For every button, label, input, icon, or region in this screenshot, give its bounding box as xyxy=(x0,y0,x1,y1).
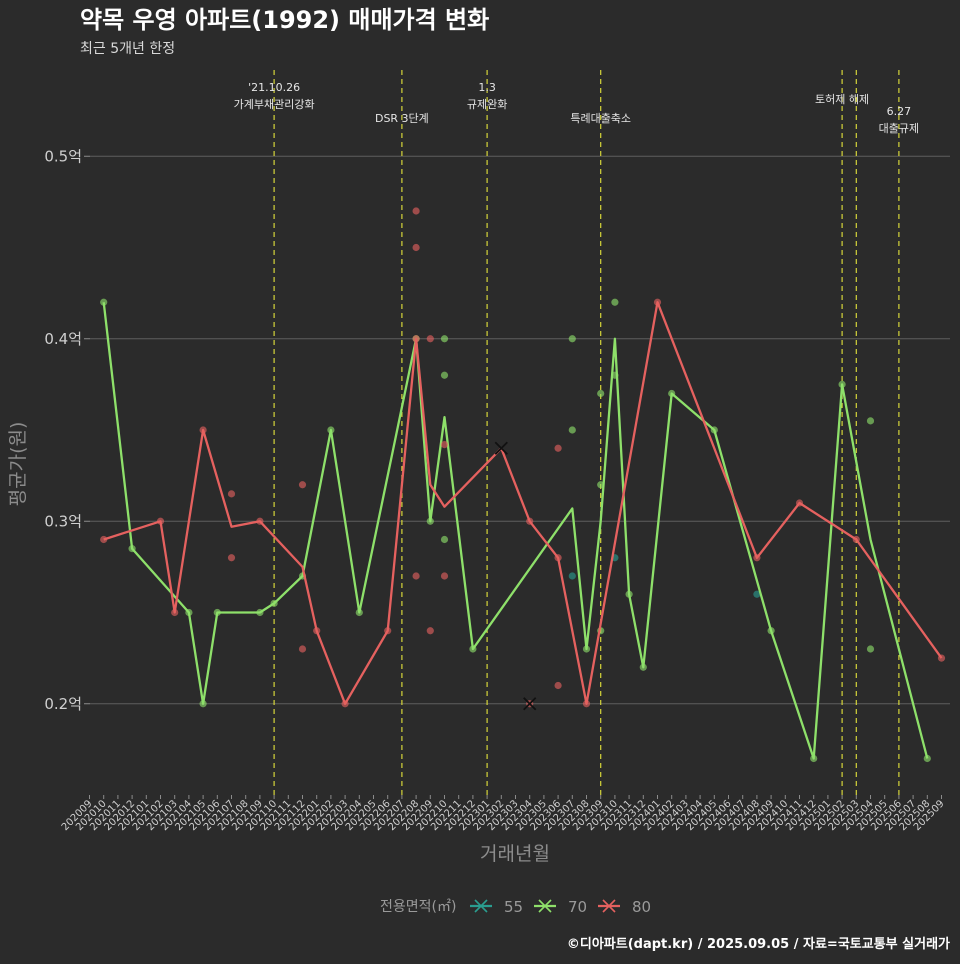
x-axis-label: 거래년월 xyxy=(480,843,550,865)
event-label: 대출규제 xyxy=(879,122,919,135)
data-point xyxy=(440,441,449,449)
data-point xyxy=(554,681,562,690)
y-axis: 0.2억 0.3억 0.4억 0.5억 xyxy=(44,147,90,713)
chart-subtitle: 최근 5개년 한정 xyxy=(80,41,175,57)
series-70 xyxy=(100,298,931,763)
grid xyxy=(90,155,950,705)
data-point xyxy=(440,535,449,544)
data-point xyxy=(753,590,761,598)
series xyxy=(100,207,946,763)
data-point xyxy=(227,554,236,562)
legend-title: 전용면적(㎡) xyxy=(380,899,456,915)
legend-item-70: 70 xyxy=(534,898,587,916)
event-label: 6.27 xyxy=(887,105,912,118)
data-point xyxy=(440,371,449,379)
data-point xyxy=(611,298,619,306)
y-tick-label: 0.3억 xyxy=(44,512,82,530)
legend-key-cross xyxy=(538,899,552,913)
event-label: 가계부채관리강화 xyxy=(234,98,315,111)
legend-item-55: 55 xyxy=(470,898,523,916)
event-label: 규제완화 xyxy=(467,98,507,111)
cross-marker xyxy=(494,441,508,455)
event-label: DSR 3단계 xyxy=(375,112,429,125)
event-label: 특례대출축소 xyxy=(570,112,631,125)
data-point xyxy=(568,335,576,343)
data-point xyxy=(412,243,420,252)
event-label: '21.10.26 xyxy=(248,81,300,94)
chart-title: 약목 우영 아파트(1992) 매매가격 변화 xyxy=(80,6,489,34)
legend-label: 80 xyxy=(632,898,651,916)
series-line xyxy=(102,302,929,760)
x-axis: 2020092020102020112020122021012021022021… xyxy=(60,795,947,833)
data-point xyxy=(568,572,576,580)
legend-item-80: 80 xyxy=(598,898,651,916)
event-label: 1.3 xyxy=(478,81,496,94)
data-point xyxy=(923,754,931,763)
legend-key-cross xyxy=(602,899,616,913)
event-label: 토허제 해제 xyxy=(815,92,869,106)
data-point xyxy=(412,207,420,215)
data-point xyxy=(426,627,434,635)
data-point xyxy=(298,645,307,653)
y-axis-label: 평균가(원) xyxy=(7,422,29,507)
legend: 전용면적(㎡) 55 70 80 xyxy=(380,898,651,916)
y-tick-label: 0.2억 xyxy=(44,695,82,713)
data-point xyxy=(440,335,449,343)
data-point xyxy=(597,389,605,398)
legend-label: 55 xyxy=(504,898,523,916)
cross-marker xyxy=(523,697,537,711)
data-point xyxy=(298,481,307,489)
data-point xyxy=(426,335,434,343)
data-point xyxy=(554,444,562,452)
series-line xyxy=(103,301,943,705)
series-80 xyxy=(100,207,946,711)
data-point xyxy=(440,572,449,580)
y-tick-label: 0.4억 xyxy=(44,330,82,348)
data-point xyxy=(412,572,420,580)
data-point xyxy=(227,490,236,498)
data-point xyxy=(866,645,875,653)
chart-caption: ©디아파트(dapt.kr) / 2025.09.05 / 자료=국토교통부 실… xyxy=(567,936,950,952)
data-point xyxy=(568,426,576,434)
legend-label: 70 xyxy=(568,898,587,916)
data-point xyxy=(866,417,875,425)
legend-key-cross xyxy=(474,899,488,913)
y-tick-label: 0.5억 xyxy=(44,147,82,165)
